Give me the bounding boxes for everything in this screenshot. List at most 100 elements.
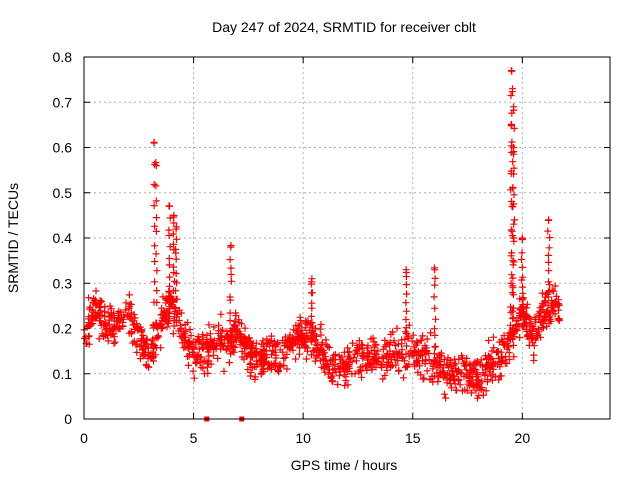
data-point [507,331,515,339]
data-point [110,339,118,347]
data-point [358,341,365,349]
data-point [510,144,518,151]
data-point [475,376,483,384]
data-point [150,202,158,210]
data-point [203,363,211,371]
data-point [430,350,438,358]
data-point [464,380,472,388]
data-point [378,360,386,368]
data-point [285,344,293,352]
data-point [357,367,365,375]
data-point [513,321,520,328]
data-point [518,263,526,271]
data-point [417,336,425,344]
data-point [427,329,435,337]
data-point [219,326,227,334]
data-point [370,343,378,351]
data-point [172,270,180,277]
data-point [439,364,447,372]
data-point [341,382,349,389]
data-point [545,287,553,295]
data-point [273,340,281,348]
data-point [240,355,248,363]
data-point [227,243,235,251]
data-point [485,337,493,344]
data-point [405,360,413,368]
data-point [328,377,336,385]
data-point [308,275,316,283]
data-point [543,323,551,330]
data-point [153,299,161,306]
data-point [226,334,233,342]
data-point [297,335,305,343]
data-point [402,324,410,332]
data-point [205,344,213,352]
data-point [494,361,502,369]
data-point [135,324,143,332]
data-point [549,307,557,315]
data-point [432,315,440,323]
data-point [157,325,165,333]
data-point [510,234,518,242]
data-point [172,295,180,303]
data-point [420,374,428,382]
data-point [202,340,210,347]
data-point [514,317,522,325]
data-point [151,222,159,230]
data-point [318,363,326,371]
data-point [316,325,324,333]
data-point [226,317,234,325]
data-point [106,302,114,310]
data-point [507,92,515,99]
data-point [152,227,160,235]
data-point [301,344,309,352]
data-point [555,317,563,325]
data-point [550,303,558,311]
data-point [397,351,405,359]
data-point [509,291,517,299]
data-point [539,324,547,332]
data-point [214,354,222,362]
data-point [151,278,159,286]
data-point [384,358,392,366]
data-point [271,341,279,349]
data-point [152,182,160,190]
data-point [538,289,546,297]
data-point [85,294,92,302]
data-point [458,387,466,395]
data-point [516,295,524,303]
data-point [92,301,100,309]
data-point [173,235,180,243]
data-point [125,329,133,337]
data-point [474,371,482,379]
data-point [112,325,120,333]
data-point [228,339,236,347]
data-point [143,362,151,370]
data-point [344,344,352,352]
data-point [315,347,323,354]
data-point [206,330,214,338]
data-point [544,251,552,259]
data-point [372,358,380,366]
data-point [114,309,122,317]
x-tick-label: 10 [295,430,311,446]
data-point [217,327,225,335]
data-point [417,371,425,379]
data-point [186,326,194,333]
data-point [173,313,181,321]
data-point [294,340,302,348]
data-point [419,332,427,340]
data-point [97,317,104,325]
data-point [545,314,553,321]
data-point [260,346,268,354]
data-point [541,298,549,306]
data-point [169,330,177,338]
data-point [388,361,396,369]
data-point [95,335,103,343]
data-point [281,339,289,347]
data-point [518,256,525,263]
data-point [164,309,172,316]
data-point [321,368,329,376]
data-point [467,367,474,375]
